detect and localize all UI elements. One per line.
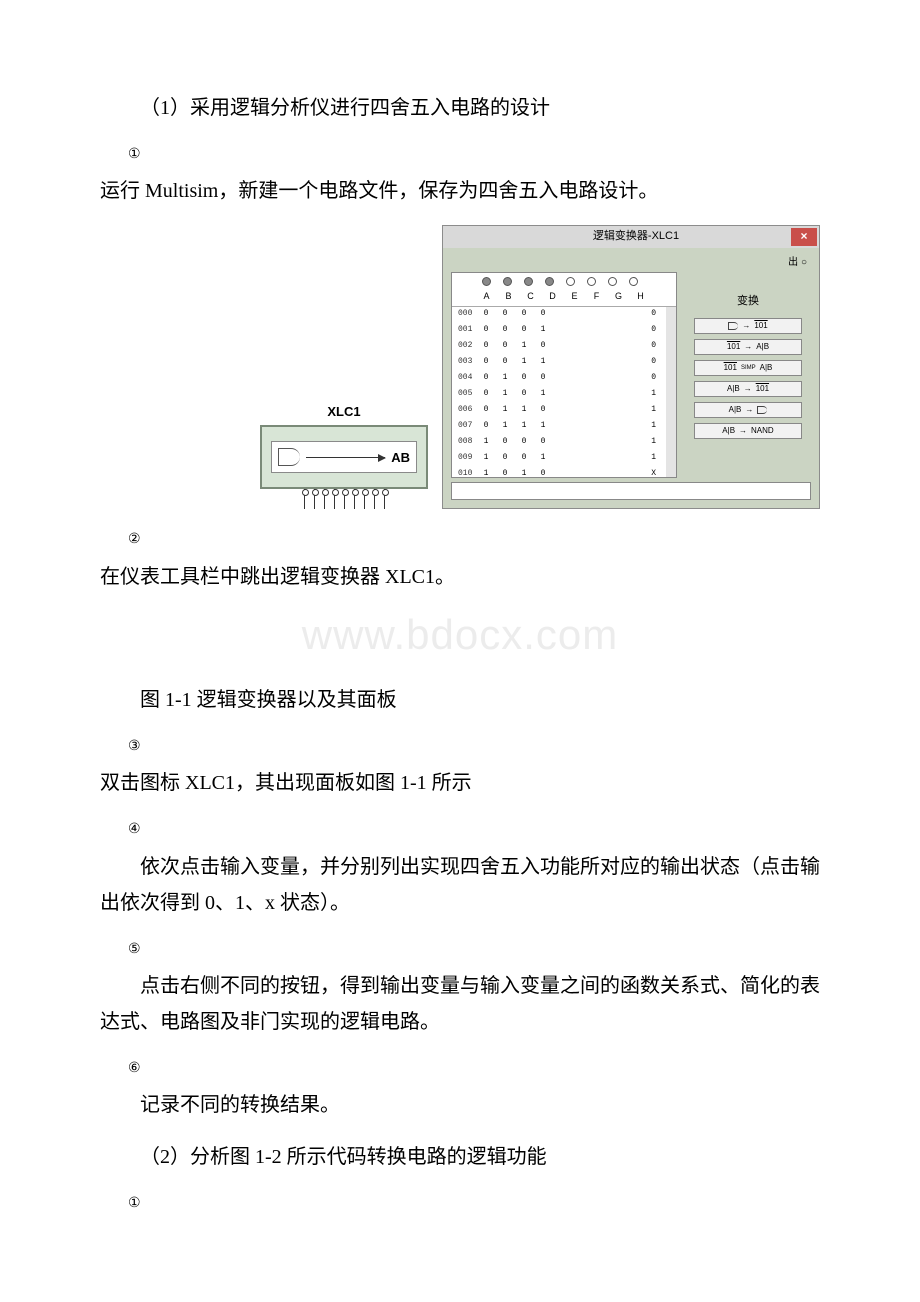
step-3-text: 双击图标 XLC1，其出现面板如图 1-1 所示 bbox=[100, 765, 820, 801]
step-5-text: 点击右侧不同的按钮，得到输出变量与输入变量之间的函数关系式、简化的表达式、电路图… bbox=[100, 968, 820, 1040]
close-icon[interactable]: × bbox=[791, 228, 817, 246]
step-6-text: 记录不同的转换结果。 bbox=[100, 1087, 820, 1123]
table-row: 00100010 bbox=[452, 323, 666, 339]
logic-converter-dialog: 逻辑变换器-XLC1 × 出 ○ ABCD EFGH 0000000000100… bbox=[442, 225, 820, 509]
convert-btn-table-to-expr[interactable]: 101 → A|B bbox=[694, 339, 802, 355]
xlc1-label: XLC1 bbox=[327, 400, 360, 423]
truth-table-rows: 0000000000100010002001000030011000401000… bbox=[452, 307, 676, 477]
table-row: 0101010X bbox=[452, 467, 666, 477]
step-2-mark: ② bbox=[128, 527, 820, 552]
table-row: 00401000 bbox=[452, 371, 666, 387]
table-row: 00000000 bbox=[452, 307, 666, 323]
expression-field[interactable] bbox=[451, 482, 811, 500]
convert-label: 变换 bbox=[737, 292, 759, 312]
step-1-text: 运行 Multisim，新建一个电路文件，保存为四舍五入电路设计。 bbox=[100, 173, 820, 209]
step-7-mark: ① bbox=[128, 1191, 820, 1216]
step-2-text: 在仪表工具栏中跳出逻辑变换器 XLC1。 bbox=[100, 559, 820, 595]
table-row: 00910011 bbox=[452, 451, 666, 467]
convert-btn-circuit-to-table[interactable]: → 101 bbox=[694, 318, 802, 334]
section-2-title: （2）分析图 1-2 所示代码转换电路的逻辑功能 bbox=[100, 1139, 820, 1175]
step-1-mark: ① bbox=[128, 142, 820, 167]
step-4-mark: ④ bbox=[128, 817, 820, 842]
xlc1-ab-label: AB bbox=[391, 446, 410, 469]
convert-btn-table-simp-expr[interactable]: 101 SIMP A|B bbox=[694, 360, 802, 376]
input-labels: ABCD EFGH bbox=[452, 288, 676, 307]
convert-btn-expr-to-circuit[interactable]: A|B → bbox=[694, 402, 802, 418]
dialog-title: 逻辑变换器-XLC1 bbox=[593, 227, 679, 247]
step-4-text: 依次点击输入变量，并分别列出实现四舍五入功能所对应的输出状态（点击输出依次得到 … bbox=[100, 849, 820, 921]
arrow-icon bbox=[306, 457, 385, 458]
truth-table-panel: ABCD EFGH 000000000010001000200100003001… bbox=[451, 272, 677, 478]
dialog-title-bar: 逻辑变换器-XLC1 × bbox=[443, 226, 819, 248]
table-row: 00701111 bbox=[452, 419, 666, 435]
xlc1-instrument-icon: XLC1 AB bbox=[260, 400, 428, 509]
table-row: 00810001 bbox=[452, 435, 666, 451]
step-5-mark: ⑤ bbox=[128, 937, 820, 962]
xlc1-body: AB bbox=[260, 425, 428, 489]
convert-btn-expr-to-nand[interactable]: A|B → NAND bbox=[694, 423, 802, 439]
watermark-text: www.bdocx.com bbox=[100, 597, 820, 673]
input-toggles[interactable] bbox=[452, 273, 676, 288]
step-3-mark: ③ bbox=[128, 734, 820, 759]
out-port-label: 出 ○ bbox=[451, 254, 811, 272]
table-row: 00200100 bbox=[452, 339, 666, 355]
table-row: 00501011 bbox=[452, 387, 666, 403]
section-1-title: （1）采用逻辑分析仪进行四舍五入电路的设计 bbox=[100, 90, 820, 126]
step-6-mark: ⑥ bbox=[128, 1056, 820, 1081]
table-row: 00300110 bbox=[452, 355, 666, 371]
convert-btn-expr-to-table[interactable]: A|B → 101 bbox=[694, 381, 802, 397]
xlc1-pins bbox=[304, 489, 385, 509]
gate-icon bbox=[278, 448, 300, 466]
figure-1-1-row: XLC1 AB 逻辑变换器-XLC1 × 出 ○ bbox=[100, 225, 820, 509]
figure-1-1-caption: 图 1-1 逻辑变换器以及其面板 bbox=[100, 682, 820, 718]
table-row: 00601101 bbox=[452, 403, 666, 419]
